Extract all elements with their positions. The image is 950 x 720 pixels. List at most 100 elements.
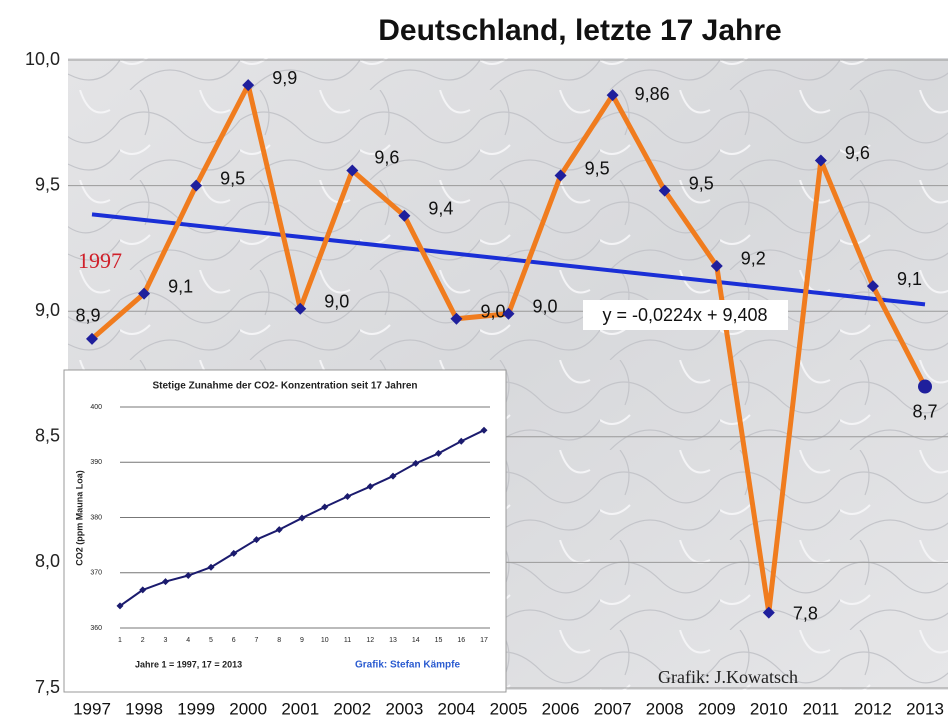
x-tick-label: 9 <box>300 637 304 644</box>
x-tick-label: 2009 <box>698 699 736 718</box>
data-label: 9,86 <box>635 84 670 104</box>
x-tick-label: 15 <box>435 637 443 644</box>
marker <box>389 472 397 480</box>
x-tick-label: 17 <box>480 637 488 644</box>
x-tick-label: 2011 <box>803 699 840 718</box>
data-label: 9,1 <box>897 269 922 289</box>
x-tick-label: 13 <box>389 637 397 644</box>
marker <box>139 586 147 594</box>
x-tick-label: 12 <box>366 637 374 644</box>
annotation: 1997 <box>78 248 122 273</box>
data-label: 9,6 <box>845 143 870 163</box>
equation-box <box>583 300 788 330</box>
marker <box>457 437 465 445</box>
marker <box>918 379 932 394</box>
trendline <box>91 212 926 307</box>
data-label: 9,9 <box>272 68 297 88</box>
y-tick-label: 9,0 <box>35 300 60 320</box>
data-label: 8,9 <box>75 306 100 326</box>
y-tick-label: 380 <box>90 514 102 521</box>
data-label: 9,0 <box>480 301 505 321</box>
x-tick-label: 2010 <box>750 699 788 718</box>
marker <box>502 307 515 320</box>
marker <box>321 503 329 511</box>
marker <box>480 426 488 434</box>
y-tick-label: 10,0 <box>25 49 60 69</box>
marker <box>86 332 98 345</box>
x-tick-label: 1999 <box>177 699 215 718</box>
data-label: 9,5 <box>220 168 245 188</box>
x-tick-label: 2 <box>141 637 145 644</box>
y-tick-label: 370 <box>90 570 102 577</box>
inset-background <box>63 369 507 693</box>
marker <box>162 578 169 586</box>
marker <box>412 459 420 467</box>
marker <box>275 526 283 534</box>
marker <box>242 79 255 92</box>
y-tick-label: 9,5 <box>35 174 60 194</box>
data-label: 9,1 <box>168 276 193 296</box>
x-tick-label: 2000 <box>229 699 267 718</box>
data-label: 9,2 <box>741 249 766 269</box>
x-tick-label: 1 <box>118 637 122 644</box>
x-tick-label: 3 <box>164 637 168 644</box>
chart-title: Deutschland, letzte 17 Jahre <box>378 14 781 47</box>
x-tick-label: 2013 <box>906 699 944 718</box>
marker <box>366 483 374 491</box>
x-tick-label: 11 <box>344 637 351 644</box>
x-tick-label: 2007 <box>594 699 632 718</box>
data-label: 9,0 <box>533 296 558 316</box>
marker <box>554 169 567 182</box>
data-label: 7,8 <box>793 603 818 623</box>
marker <box>658 184 671 197</box>
marker <box>207 563 215 571</box>
inset-chart: Stetige Zunahme der CO2- Konzentration s… <box>63 369 507 693</box>
x-tick-label: 7 <box>255 637 259 644</box>
marker <box>294 302 307 315</box>
trendline-label: y = -0,0224x + 9,408 <box>602 305 767 325</box>
data-label: 9,5 <box>689 173 714 193</box>
x-tick-label: 2008 <box>646 699 684 718</box>
marker <box>184 572 192 580</box>
marker <box>398 209 411 222</box>
y-tick-label: 360 <box>90 625 102 632</box>
data-label: 9,6 <box>374 147 399 167</box>
marker <box>253 536 260 544</box>
marker <box>190 179 203 192</box>
marker <box>762 606 775 619</box>
marker <box>710 259 723 272</box>
marker <box>298 514 306 522</box>
inset-y-label: CO2 (ppm Mauna Loa) <box>74 470 84 566</box>
x-tick-label: 1998 <box>125 699 163 718</box>
y-tick-label: 8,5 <box>35 426 60 446</box>
marker <box>866 280 879 293</box>
data-label: 9,4 <box>428 198 453 218</box>
main-chart: 7,5 8,0 8,5 9,0 9,5 10,0 1997 1998 1999 2000 2001 2… <box>25 49 948 718</box>
marker <box>138 287 151 300</box>
x-tick-label: 1997 <box>73 699 111 718</box>
marker <box>435 449 442 457</box>
x-tick-label: 2012 <box>854 699 892 718</box>
x-tick-label: 8 <box>277 637 281 644</box>
marker <box>346 164 359 177</box>
x-tick-label: 2004 <box>438 699 476 718</box>
annotation: Grafik: J.Kowatsch <box>658 667 798 687</box>
y-tick-label: 390 <box>90 459 102 466</box>
x-tick-label: 4 <box>186 637 190 644</box>
marker <box>344 493 351 501</box>
marker <box>814 154 827 167</box>
y-tick-label: 400 <box>90 404 102 411</box>
data-label: 9,0 <box>324 291 349 311</box>
x-tick-label: 2003 <box>385 699 423 718</box>
x-tick-label: 6 <box>232 637 236 644</box>
x-tick-label: 16 <box>457 637 465 644</box>
x-tick-label: 2005 <box>490 699 528 718</box>
marker <box>230 549 238 557</box>
y-tick-label: 8,0 <box>35 551 60 571</box>
marker <box>116 602 124 610</box>
data-label: 8,7 <box>912 401 937 421</box>
marker <box>606 89 619 102</box>
data-label: 9,5 <box>585 158 610 178</box>
x-tick-label: 14 <box>412 637 420 644</box>
